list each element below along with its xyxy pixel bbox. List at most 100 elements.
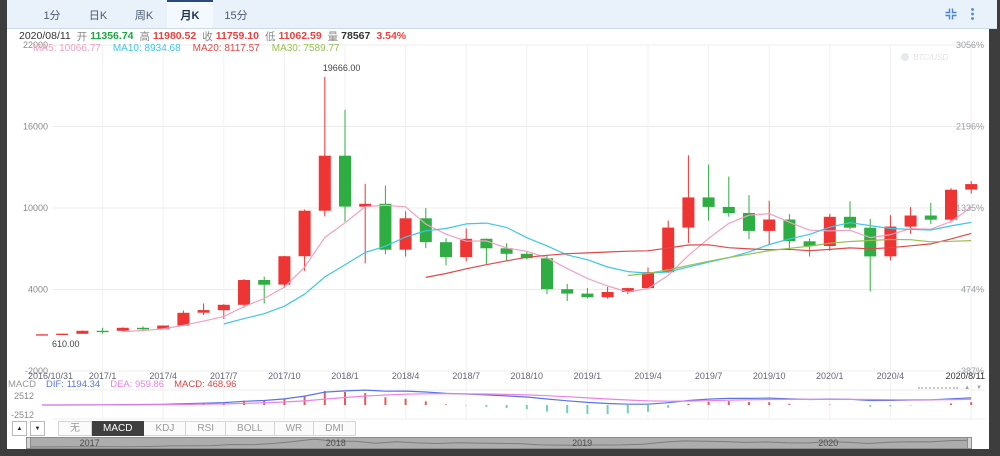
candle[interactable] xyxy=(318,76,331,217)
candle[interactable] xyxy=(581,288,594,299)
y-axis-percent-label: 2196% xyxy=(956,122,984,132)
ma30-line xyxy=(627,238,972,277)
candle[interactable] xyxy=(682,155,695,243)
candle[interactable] xyxy=(965,181,978,194)
candle[interactable] xyxy=(662,220,675,274)
candle[interactable] xyxy=(803,238,816,257)
candle[interactable] xyxy=(924,202,937,224)
indicator-tab-MACD[interactable]: MACD xyxy=(92,421,145,436)
ma10-line xyxy=(223,221,972,325)
candle-body xyxy=(440,242,452,258)
indicator-tab-无[interactable]: 无 xyxy=(58,421,92,436)
macd-pane-title: MACD xyxy=(8,379,36,390)
candle[interactable] xyxy=(116,327,129,332)
pane-collapse-icon[interactable]: ▲ xyxy=(964,385,971,391)
candle-body xyxy=(500,248,513,254)
timeframe-tab-日K[interactable]: 日K xyxy=(88,10,108,22)
macd-dea-line xyxy=(42,393,972,406)
x-axis-label: 2018/1 xyxy=(331,371,359,381)
candle[interactable] xyxy=(56,333,69,335)
indicator-tab-WR[interactable]: WR xyxy=(274,421,315,436)
indicator-tabs: 无 MACD KDJ RSI BOLL WR DMI xyxy=(58,421,356,436)
candle[interactable] xyxy=(399,211,412,257)
ma-legend: MA5: 10066.77 MA10: 8934.68 MA20: 8117.57 M… xyxy=(33,43,340,54)
kebab-menu-icon[interactable] xyxy=(970,7,975,21)
candle[interactable] xyxy=(500,243,513,261)
pane-resize-handle[interactable]: ▲ ▼ xyxy=(918,385,982,391)
candle-body xyxy=(137,327,149,330)
y-axis-price-label: 16000 xyxy=(23,122,48,132)
ma-legend-item: MA5: 10066.77 xyxy=(33,43,101,54)
candle[interactable] xyxy=(258,276,271,304)
candle[interactable] xyxy=(722,176,735,217)
candle[interactable] xyxy=(36,334,48,336)
scroll-down-button[interactable]: ▼ xyxy=(30,421,45,436)
candle[interactable] xyxy=(823,213,836,251)
candle[interactable] xyxy=(238,279,250,308)
candle[interactable] xyxy=(96,327,109,334)
candle[interactable] xyxy=(339,109,351,222)
candle[interactable] xyxy=(278,255,291,288)
candle[interactable] xyxy=(197,303,210,315)
pane-drag-dots[interactable] xyxy=(918,387,959,389)
candle-body xyxy=(217,304,230,311)
navigator-right-handle[interactable] xyxy=(967,437,972,449)
indicator-tab-BOLL[interactable]: BOLL xyxy=(226,421,275,436)
candle[interactable] xyxy=(440,238,452,266)
candle[interactable] xyxy=(359,183,372,264)
candle[interactable] xyxy=(884,215,897,261)
range-navigator[interactable]: 2017 2018 2019 2020 xyxy=(26,437,972,449)
candle[interactable] xyxy=(783,214,796,251)
candle[interactable] xyxy=(601,286,614,299)
pane-expand-icon[interactable]: ▼ xyxy=(976,385,982,391)
candle[interactable] xyxy=(642,267,654,290)
candle-body xyxy=(561,289,574,294)
candle[interactable] xyxy=(76,330,89,334)
candle-body xyxy=(803,241,816,247)
x-axis-label: 2020/8/11 xyxy=(946,371,985,381)
candle[interactable] xyxy=(541,255,553,295)
x-axis-label: 2017/10 xyxy=(268,371,301,381)
y-axis-price-label: 10000 xyxy=(23,203,48,213)
chart-app-window: 1分 日K 周K 月K 15分 2020/08/11 开 11356.74 高 11980.5… xyxy=(7,0,997,449)
candle[interactable] xyxy=(864,219,877,292)
candle[interactable] xyxy=(460,228,473,262)
candle-body xyxy=(601,292,614,298)
candle[interactable] xyxy=(379,185,392,255)
timeframe-tab-周K[interactable]: 周K xyxy=(134,10,154,22)
candle-body xyxy=(662,227,675,273)
scroll-up-button[interactable]: ▲ xyxy=(12,421,27,436)
candle[interactable] xyxy=(480,238,493,264)
indicator-tab-DMI[interactable]: DMI xyxy=(314,421,356,436)
x-axis-label: 2020/1 xyxy=(816,371,844,381)
x-axis-label: 2019/10 xyxy=(753,371,786,381)
timeframe-tab-15分[interactable]: 15分 xyxy=(224,10,248,22)
candle[interactable] xyxy=(702,164,715,221)
candle[interactable] xyxy=(561,283,574,301)
candle[interactable] xyxy=(945,188,957,223)
indicator-tab-RSI[interactable]: RSI xyxy=(186,421,227,436)
fit-screen-icon[interactable] xyxy=(944,7,958,21)
quote-field-label: 低 xyxy=(264,30,276,43)
candle-body xyxy=(399,218,412,250)
timeframe-tab-月K[interactable]: 月K xyxy=(167,0,213,28)
candle[interactable] xyxy=(520,251,533,260)
ma-legend-item: MA30: 7589.77 xyxy=(271,43,340,54)
candle[interactable] xyxy=(743,195,755,240)
watermark-logo-icon xyxy=(901,53,909,61)
quote-bar: 2020/08/11 开 11356.74 高 11980.52 收 11759.10 低 1… xyxy=(7,29,989,43)
candle-body xyxy=(238,280,250,305)
candle[interactable] xyxy=(177,310,190,326)
indicator-tab-KDJ[interactable]: KDJ xyxy=(144,421,187,436)
candle[interactable] xyxy=(844,201,856,230)
candle[interactable] xyxy=(621,287,634,295)
timeframe-tab-1分[interactable]: 1分 xyxy=(43,10,61,22)
candle[interactable] xyxy=(763,200,776,245)
navigator-left-handle[interactable] xyxy=(26,437,31,449)
ma20-line xyxy=(425,232,972,278)
candle[interactable] xyxy=(419,208,432,249)
navigator-year-label: 2019 xyxy=(572,438,593,448)
quote-field-value: 11980.52 xyxy=(153,30,197,42)
candle-body xyxy=(177,312,190,326)
candle[interactable] xyxy=(298,209,311,271)
